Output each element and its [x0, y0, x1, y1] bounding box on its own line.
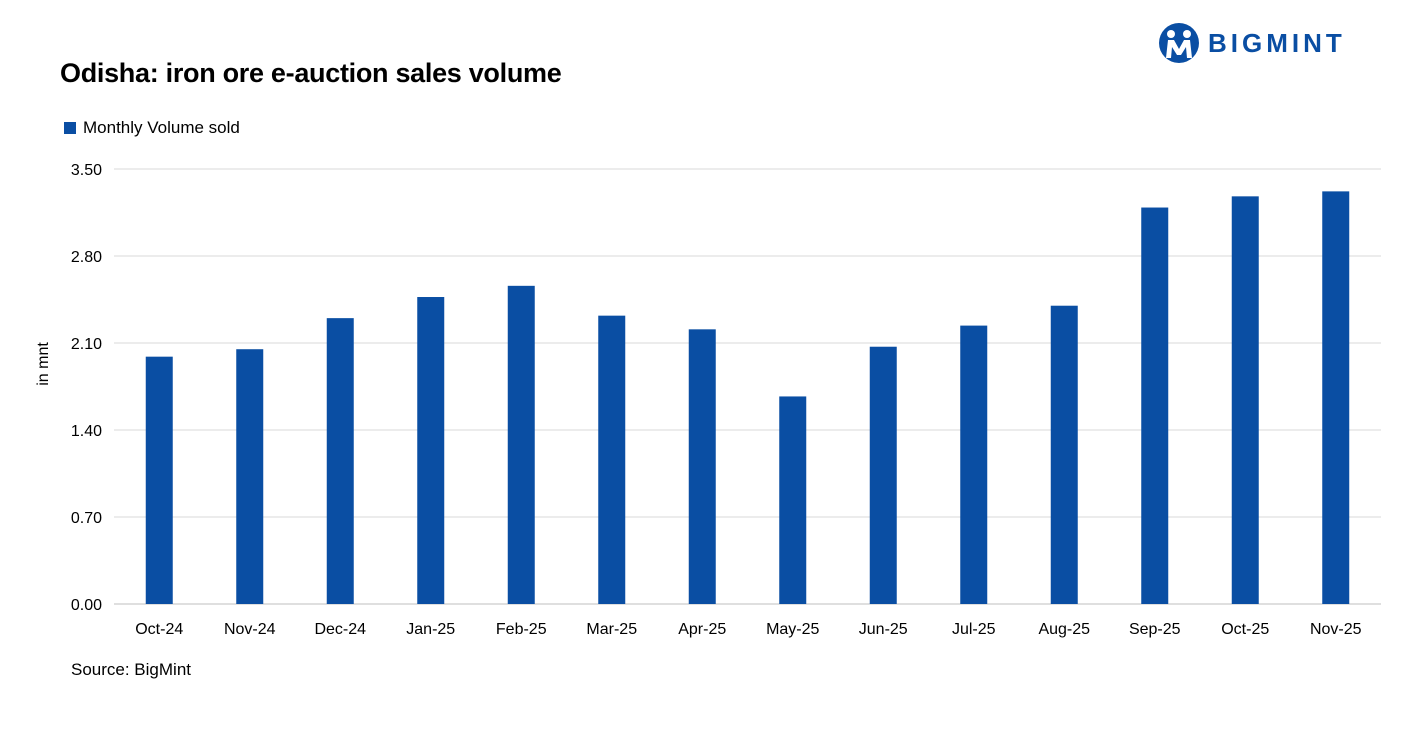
bar-feb-25 — [507, 285, 535, 604]
chart-legend: Monthly Volume sold — [64, 118, 240, 138]
bar-nov-24 — [236, 349, 264, 604]
bigmint-logo-icon — [1159, 23, 1199, 63]
y-tick-label: 0.70 — [71, 510, 102, 527]
chart-gridlines — [114, 168, 1381, 605]
bar-jan-25 — [417, 297, 445, 604]
x-tick-label: Dec-24 — [314, 621, 366, 638]
bar-jun-25 — [869, 346, 897, 604]
x-tick-label: Sep-25 — [1129, 621, 1181, 638]
bar-jul-25 — [960, 325, 988, 604]
x-tick-label: Oct-25 — [1221, 621, 1269, 638]
chart-bars — [145, 191, 1350, 605]
y-tick-label: 3.50 — [71, 162, 102, 179]
x-tick-label: Jul-25 — [952, 621, 996, 638]
bar-nov-25 — [1322, 191, 1350, 604]
bar-may-25 — [779, 396, 807, 604]
bar-aug-25 — [1050, 305, 1078, 604]
legend-label: Monthly Volume sold — [83, 118, 240, 137]
brand-logo: BIGMINT — [1158, 22, 1346, 64]
x-tick-label: Feb-25 — [496, 621, 547, 638]
bar-mar-25 — [598, 315, 626, 604]
x-tick-label: May-25 — [766, 621, 819, 638]
bar-oct-24 — [145, 356, 173, 604]
x-axis: Oct-24 Nov-24 Dec-24 Jan-25 Feb-25 Mar-25 Apr-… — [135, 621, 1361, 638]
legend-swatch — [64, 122, 76, 134]
bar-sep-25 — [1141, 207, 1169, 604]
x-tick-label: Aug-25 — [1038, 621, 1090, 638]
brand-name: BIGMINT — [1208, 27, 1346, 58]
y-axis: 0.00 0.70 1.40 2.10 2.80 3.50 — [71, 162, 102, 614]
x-tick-label: Nov-24 — [224, 621, 276, 638]
y-tick-label: 0.00 — [71, 597, 102, 614]
y-tick-label: 2.80 — [71, 249, 102, 266]
chart-title: Odisha: iron ore e-auction sales volume — [60, 58, 562, 88]
x-tick-label: Apr-25 — [678, 621, 726, 638]
x-tick-label: Jun-25 — [859, 621, 908, 638]
x-tick-label: Nov-25 — [1310, 621, 1362, 638]
y-axis-label: in mnt — [35, 342, 52, 386]
y-tick-label: 2.10 — [71, 336, 102, 353]
bar-oct-25 — [1231, 196, 1259, 605]
x-tick-label: Jan-25 — [406, 621, 455, 638]
y-tick-label: 1.40 — [71, 423, 102, 440]
bar-dec-24 — [326, 318, 354, 604]
bar-apr-25 — [688, 329, 716, 604]
source-note: Source: BigMint — [71, 660, 191, 679]
x-tick-label: Oct-24 — [135, 621, 183, 638]
x-tick-label: Mar-25 — [586, 621, 637, 638]
